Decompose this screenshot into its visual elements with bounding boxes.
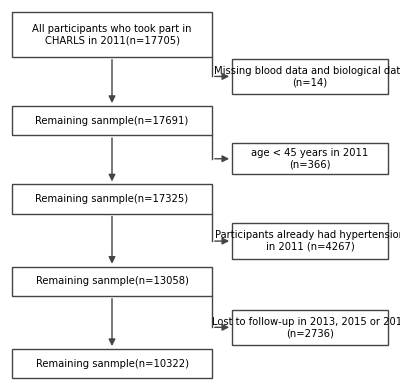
Text: age < 45 years in 2011
(n=366): age < 45 years in 2011 (n=366)	[251, 148, 369, 170]
FancyBboxPatch shape	[232, 223, 388, 259]
FancyBboxPatch shape	[12, 349, 212, 378]
Text: Remaining sanmple(n=17691): Remaining sanmple(n=17691)	[35, 116, 189, 125]
Text: Remaining sanmple(n=17325): Remaining sanmple(n=17325)	[36, 194, 188, 204]
Text: Participants already had hypertension
in 2011 (n=4267): Participants already had hypertension in…	[215, 230, 400, 252]
FancyBboxPatch shape	[12, 184, 212, 214]
Text: Lost to follow-up in 2013, 2015 or 2018
(n=2736): Lost to follow-up in 2013, 2015 or 2018 …	[212, 316, 400, 338]
FancyBboxPatch shape	[232, 59, 388, 94]
FancyBboxPatch shape	[12, 267, 212, 296]
FancyBboxPatch shape	[232, 310, 388, 345]
Text: Remaining sanmple(n=13058): Remaining sanmple(n=13058)	[36, 276, 188, 286]
Text: Remaining sanmple(n=10322): Remaining sanmple(n=10322)	[36, 359, 188, 368]
FancyBboxPatch shape	[232, 143, 388, 174]
FancyBboxPatch shape	[12, 106, 212, 135]
Text: All participants who took part in
CHARLS in 2011(n=17705): All participants who took part in CHARLS…	[32, 24, 192, 45]
FancyBboxPatch shape	[12, 12, 212, 57]
Text: Missing blood data and biological data
(n=14): Missing blood data and biological data (…	[214, 65, 400, 87]
